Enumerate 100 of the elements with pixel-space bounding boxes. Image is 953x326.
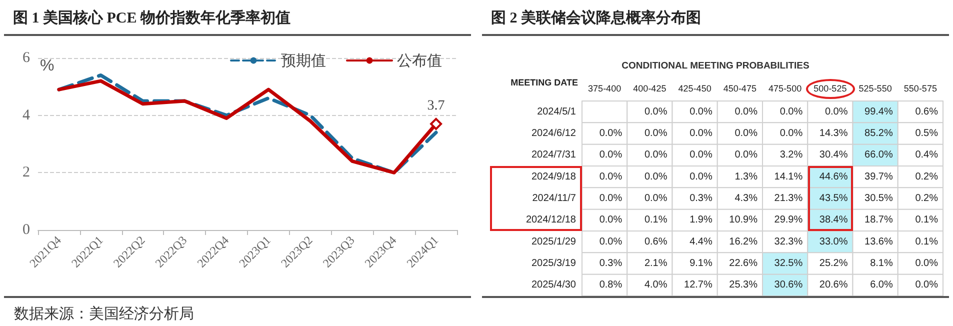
y-tick-label: 2024/9/18 bbox=[532, 171, 576, 182]
data-label: 0.0% bbox=[644, 106, 668, 118]
data-label: 0.3% bbox=[599, 258, 622, 269]
data-label: 0.0% bbox=[780, 106, 803, 118]
data-label: 2.1% bbox=[644, 258, 668, 269]
data-label: 0.0% bbox=[690, 128, 712, 139]
x-tick-label: 500-525 bbox=[814, 84, 847, 94]
data-label: 3.2% bbox=[780, 150, 803, 161]
data-label: 0.0% bbox=[599, 171, 622, 182]
data-label: 6.0% bbox=[870, 280, 893, 291]
data-label: 1.3% bbox=[734, 171, 758, 182]
data-label: 0.0% bbox=[599, 193, 622, 204]
data-label: 4.3% bbox=[734, 193, 758, 204]
data-label: 32.3% bbox=[774, 236, 803, 248]
data-label: 0.0% bbox=[734, 106, 758, 118]
legend-label: 公布值 bbox=[397, 52, 442, 70]
data-label: 0.3% bbox=[690, 193, 712, 204]
data-label: 0.2% bbox=[915, 193, 938, 204]
data-label: 99.4% bbox=[864, 106, 893, 118]
data-label: 0.1% bbox=[644, 214, 668, 226]
data-label: 0.0% bbox=[690, 171, 712, 182]
x-tick-label: 375-400 bbox=[588, 84, 622, 94]
data-label: 0.0% bbox=[644, 128, 668, 139]
data-label: 0.0% bbox=[599, 236, 622, 248]
data-label: 0.4% bbox=[915, 150, 938, 161]
data-label: 0.0% bbox=[734, 150, 758, 161]
y-tick-label: 4 bbox=[22, 107, 30, 124]
data-label: 25.2% bbox=[819, 258, 848, 269]
data-label: 8.1% bbox=[870, 258, 893, 269]
data-label: 0.2% bbox=[915, 171, 938, 182]
data-label: 10.9% bbox=[729, 214, 758, 226]
data-label: 85.2% bbox=[864, 128, 893, 139]
data-label: 0.1% bbox=[915, 214, 938, 226]
y-tick-label: 2024/11/7 bbox=[532, 193, 576, 204]
data-label: 0.0% bbox=[644, 171, 668, 182]
data-label: 30.5% bbox=[864, 193, 893, 204]
x-tick-label: 400-425 bbox=[633, 84, 666, 94]
x-tick-label: 550-575 bbox=[904, 84, 937, 94]
x-tick-label: 450-475 bbox=[723, 84, 756, 94]
data-label: 0.0% bbox=[599, 214, 622, 226]
data-label: 0.6% bbox=[915, 106, 938, 118]
data-label: 43.5% bbox=[819, 193, 848, 204]
data-label: 38.4% bbox=[819, 214, 848, 226]
data-label: 0.0% bbox=[780, 128, 803, 139]
data-label: 0.0% bbox=[915, 258, 938, 269]
data-label: 4.4% bbox=[690, 236, 712, 248]
data-label: 14.1% bbox=[774, 171, 803, 182]
data-label: 0.0% bbox=[690, 150, 712, 161]
y-axis-title: MEETING DATE bbox=[510, 78, 578, 88]
data-label: 0.0% bbox=[690, 106, 712, 118]
data-label: 39.7% bbox=[864, 171, 893, 182]
data-label: 12.7% bbox=[684, 280, 712, 291]
data-label: 25.3% bbox=[729, 280, 758, 291]
data-label: 30.6% bbox=[774, 280, 803, 291]
legend-label: 预期值 bbox=[281, 52, 326, 70]
y-tick-label: 2024/12/18 bbox=[526, 214, 576, 226]
data-label: 0.0% bbox=[644, 193, 668, 204]
chart-subtitle: CONDITIONAL MEETING PROBABILITIES bbox=[622, 60, 810, 72]
data-label: 21.3% bbox=[774, 193, 803, 204]
data-label: 0.5% bbox=[915, 128, 938, 139]
y-tick-label: 2025/4/30 bbox=[532, 280, 576, 291]
x-tick-label: 475-500 bbox=[768, 84, 802, 94]
data-label: 18.7% bbox=[864, 214, 893, 226]
data-label: 1.9% bbox=[690, 214, 712, 226]
data-label: 0.0% bbox=[824, 106, 848, 118]
x-tick-label: 425-450 bbox=[678, 84, 712, 94]
data-label: 0.1% bbox=[915, 236, 938, 248]
y-tick-label: 0 bbox=[22, 222, 30, 238]
y-tick-label: 6 bbox=[22, 50, 30, 66]
data-label: 13.6% bbox=[864, 236, 893, 248]
y-tick-label: 2024/7/31 bbox=[532, 150, 576, 161]
y-tick-label: 2 bbox=[22, 164, 30, 181]
data-label: 14.3% bbox=[819, 128, 848, 139]
data-label: 30.4% bbox=[819, 150, 848, 161]
chart-title: 图 2 美联储会议降息概率分布图 bbox=[491, 8, 701, 26]
x-tick-label: 525-550 bbox=[858, 84, 892, 94]
data-label: 20.6% bbox=[819, 280, 848, 291]
data-label: 4.0% bbox=[644, 280, 668, 291]
data-label: 0.0% bbox=[644, 150, 668, 161]
data-label: 0.0% bbox=[599, 128, 622, 139]
data-label: 0.0% bbox=[734, 128, 758, 139]
y-axis-title: % bbox=[40, 58, 54, 74]
y-tick-label: 2025/3/19 bbox=[532, 258, 576, 269]
data-label: 0.0% bbox=[915, 280, 938, 291]
y-tick-label: 2025/1/29 bbox=[532, 236, 576, 248]
data-label: 29.9% bbox=[774, 214, 803, 226]
chart-title: 图 1 美国核心 PCE 物价指数年化季率初值 bbox=[13, 8, 290, 26]
data-label: 33.0% bbox=[819, 236, 848, 248]
source-note: 数据来源：美国经济分析局 bbox=[14, 306, 194, 322]
data-label: 22.6% bbox=[729, 258, 758, 269]
data-label: 0.6% bbox=[644, 236, 668, 248]
data-label: 44.6% bbox=[819, 171, 848, 182]
data-label: 32.5% bbox=[774, 258, 803, 269]
data-label: 66.0% bbox=[864, 150, 893, 161]
data-label: 3.7 bbox=[427, 98, 445, 114]
data-label: 0.0% bbox=[599, 150, 622, 161]
y-tick-label: 2024/5/1 bbox=[537, 106, 576, 118]
data-label: 0.8% bbox=[599, 280, 622, 291]
data-label: 16.2% bbox=[729, 236, 758, 248]
y-tick-label: 2024/6/12 bbox=[532, 128, 576, 139]
